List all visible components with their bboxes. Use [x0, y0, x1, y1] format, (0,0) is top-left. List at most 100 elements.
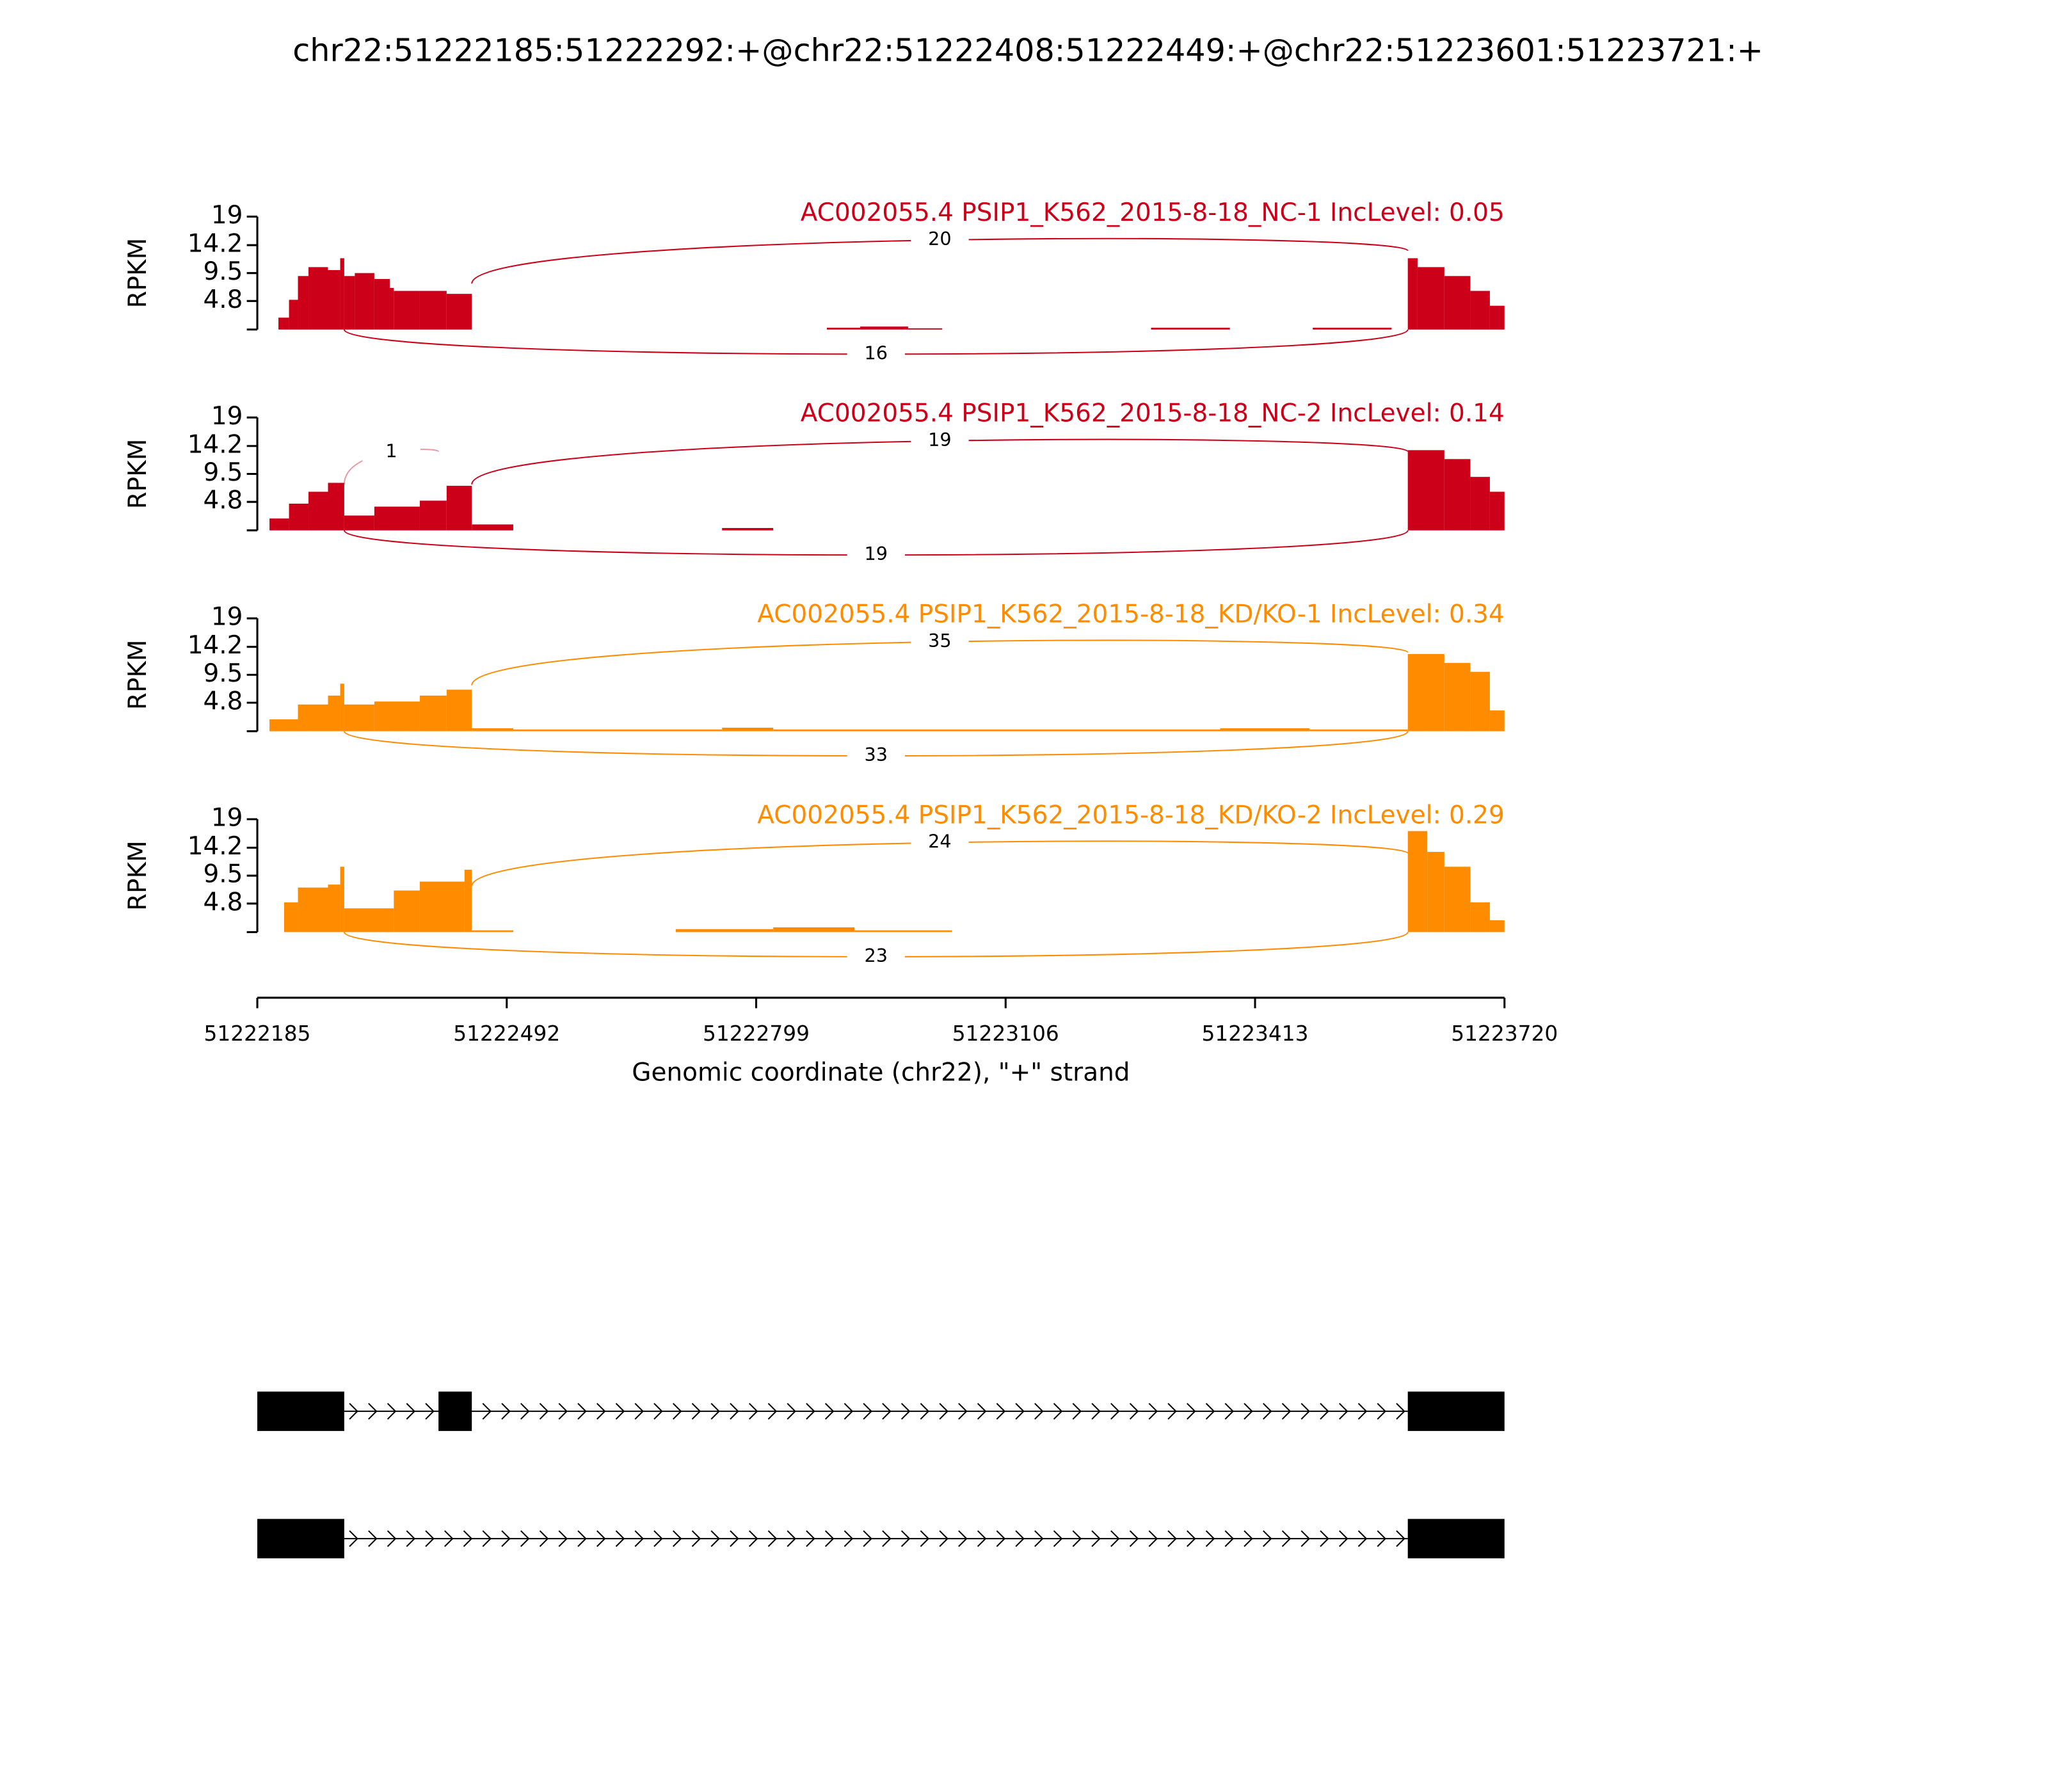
strand-chevron: [1167, 1530, 1177, 1548]
coverage-bar: [269, 719, 298, 732]
coverage-bar: [278, 317, 289, 330]
exon: [257, 1391, 344, 1431]
coverage-bar: [355, 273, 374, 330]
coverage-bar: [374, 278, 390, 330]
strand-chevron: [1015, 1530, 1025, 1548]
coverage-bar: [1309, 729, 1408, 732]
junction-label-bg: [362, 440, 420, 464]
track-title: AC002055.4 PSIP1_K562_2015-8-18_NC-1 Inc…: [801, 198, 1505, 227]
strand-chevron: [1034, 1403, 1044, 1420]
coverage-bar: [472, 930, 513, 932]
strand-chevron: [1110, 1403, 1120, 1420]
coverage-bar: [773, 927, 855, 932]
coverage-bar: [308, 492, 328, 531]
strand-chevron: [996, 1403, 1006, 1420]
strand-chevron: [1091, 1403, 1101, 1420]
strand-chevron: [387, 1530, 397, 1548]
strand-chevron: [882, 1530, 892, 1548]
coverage-bar: [1470, 477, 1490, 531]
coverage-bar: [472, 728, 513, 732]
exon: [1407, 1519, 1505, 1558]
coverage-bar: [284, 902, 298, 932]
strand-chevron: [653, 1403, 663, 1420]
coverage-bar: [298, 276, 309, 330]
strand-chevron: [710, 1403, 720, 1420]
coverage-bar: [328, 884, 340, 932]
coverage-bar: [1313, 328, 1392, 330]
strand-chevron: [824, 1530, 835, 1548]
strand-chevron: [501, 1530, 511, 1548]
junction-label-bg: [847, 543, 905, 567]
coverage-bar: [446, 294, 472, 330]
strand-chevron: [710, 1530, 720, 1548]
strand-chevron: [767, 1530, 778, 1548]
coverage-bar: [389, 287, 394, 330]
coverage-bar: [340, 684, 344, 732]
strand-chevron: [1187, 1403, 1196, 1420]
y-tick-label: 19: [211, 402, 243, 431]
strand-chevron: [900, 1530, 911, 1548]
junction-count: 35: [928, 630, 952, 652]
strand-chevron: [1320, 1530, 1329, 1548]
coverage-bar: [419, 695, 447, 732]
strand-chevron: [787, 1403, 796, 1420]
coverage-bar: [289, 503, 309, 531]
y-tick-label: 14.2: [188, 430, 243, 459]
strand-chevron: [1396, 1403, 1405, 1420]
strand-chevron: [806, 1403, 815, 1420]
coverage-bar: [374, 506, 420, 531]
strand-chevron: [673, 1403, 682, 1420]
strand-chevron: [844, 1530, 854, 1548]
coverage-bar: [328, 695, 340, 732]
coverage-bar: [344, 515, 374, 531]
y-tick-label: 4.8: [204, 888, 243, 916]
coverage-bar: [826, 328, 861, 330]
coverage-bar: [722, 528, 774, 531]
junction-label-bg: [847, 945, 905, 969]
strand-chevron: [615, 1530, 625, 1548]
strand-chevron: [1129, 1530, 1139, 1548]
coverage-bar: [298, 887, 328, 932]
coverage-bar: [1444, 459, 1471, 531]
coverage-bar: [1407, 450, 1444, 531]
coverage-bar: [394, 291, 420, 330]
coverage-bar: [513, 729, 723, 732]
strand-chevron: [425, 1530, 435, 1548]
coverage-bar: [860, 326, 908, 330]
strand-chevron: [920, 1403, 930, 1420]
y-tick-label: 14.2: [188, 230, 243, 259]
strand-chevron: [520, 1530, 530, 1548]
strand-chevron: [539, 1530, 549, 1548]
coverage-bar: [344, 276, 355, 330]
strand-chevron: [368, 1530, 378, 1548]
strand-chevron: [1281, 1403, 1292, 1420]
junction-count: 23: [865, 945, 888, 966]
y-tick-label: 4.8: [204, 486, 243, 515]
strand-chevron: [596, 1530, 606, 1548]
junction-label-bg: [911, 429, 969, 453]
junction-label-bg: [911, 228, 969, 252]
strand-chevron: [1377, 1530, 1387, 1548]
junction-count: 24: [928, 831, 952, 852]
y-axis-label: RPKM: [124, 238, 152, 308]
strand-chevron: [1091, 1530, 1101, 1548]
x-tick-label: 51223106: [952, 1021, 1059, 1046]
x-tick-label: 51223720: [1451, 1021, 1558, 1046]
coverage-bar: [1151, 328, 1230, 330]
coverage-bar: [340, 258, 344, 330]
strand-chevron: [349, 1530, 358, 1548]
strand-chevron: [977, 1403, 987, 1420]
strand-chevron: [482, 1403, 492, 1420]
strand-chevron: [863, 1403, 872, 1420]
strand-chevron: [596, 1403, 606, 1420]
coverage-bar: [1470, 291, 1490, 330]
y-tick-label: 9.5: [204, 257, 243, 286]
strand-chevron: [844, 1403, 854, 1420]
strand-chevron: [406, 1530, 416, 1548]
coverage-bar: [1489, 492, 1505, 531]
junction-count: 20: [928, 228, 952, 250]
strand-chevron: [1072, 1530, 1082, 1548]
y-tick-label: 9.5: [204, 659, 243, 688]
strand-chevron: [1377, 1403, 1387, 1420]
x-tick-label: 51222185: [204, 1021, 311, 1046]
